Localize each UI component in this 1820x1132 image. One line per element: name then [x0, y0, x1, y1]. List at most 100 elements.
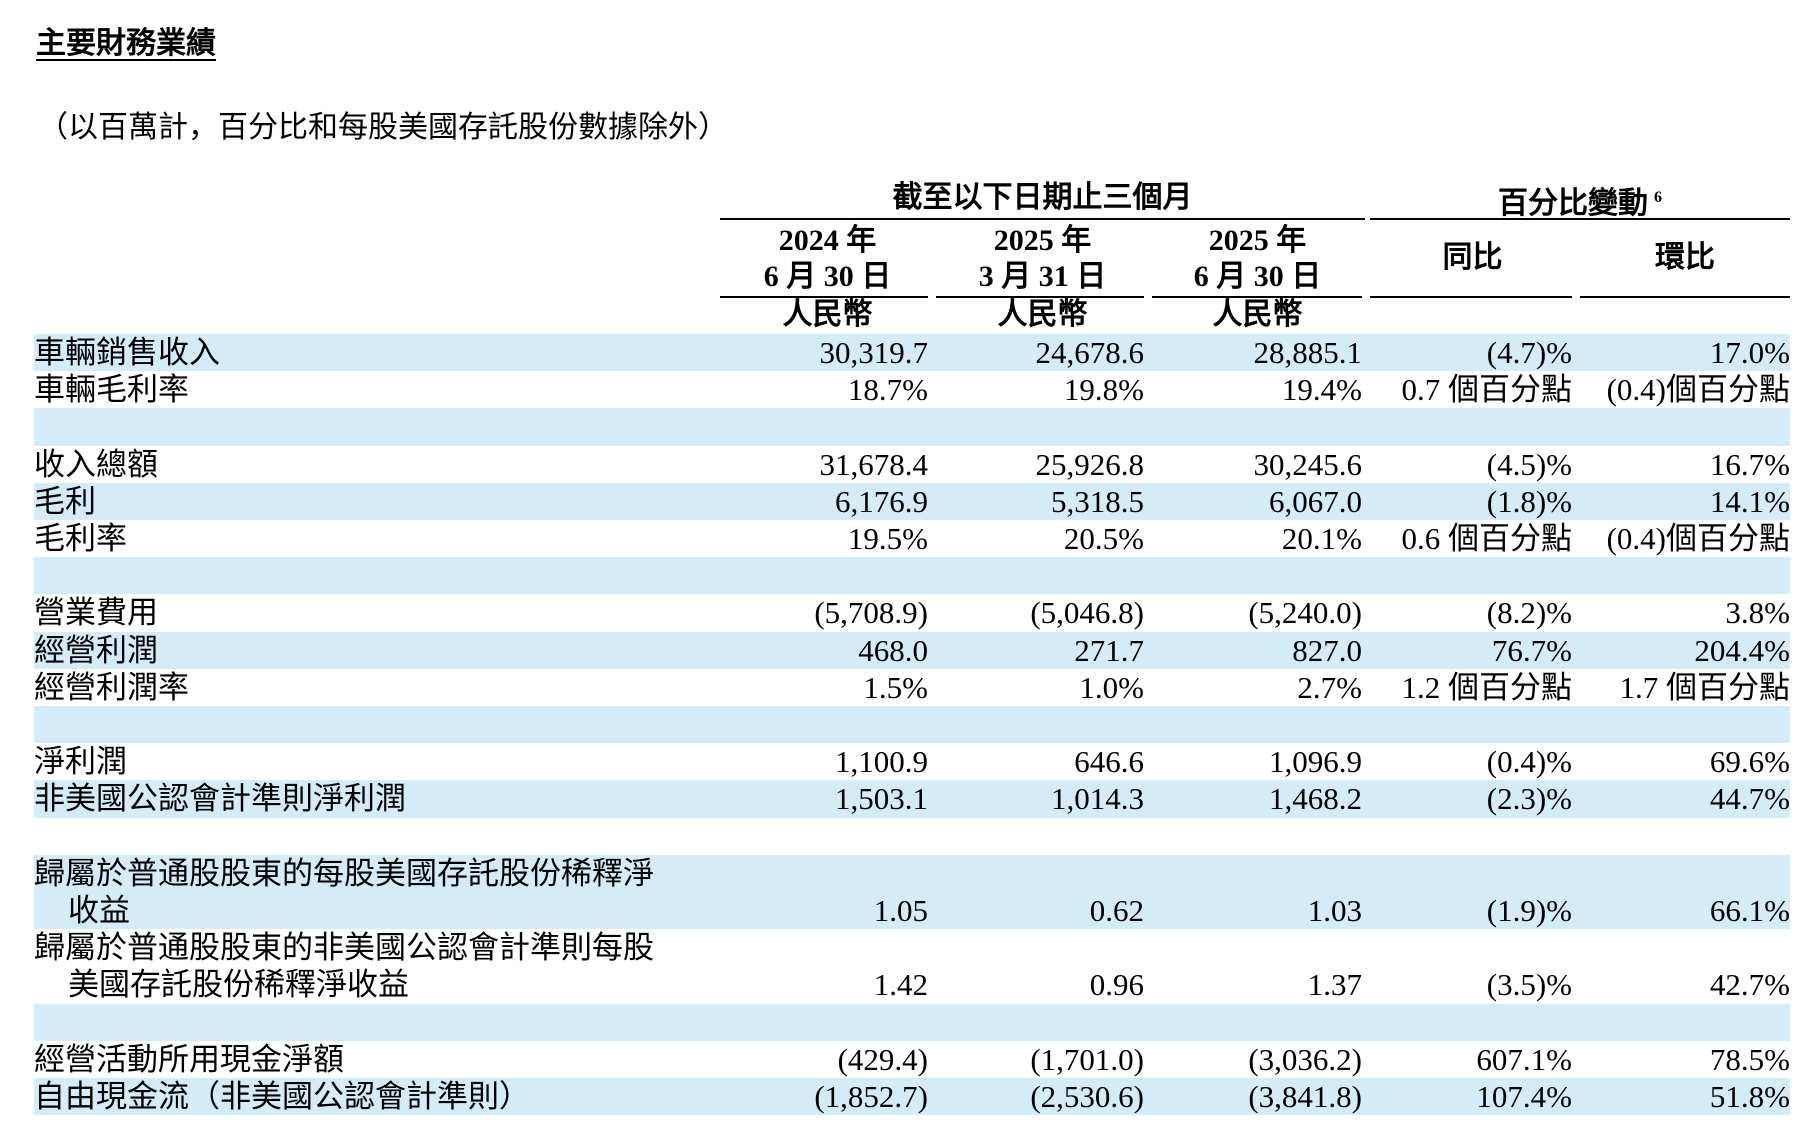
column-header-q2-2025: 2025 年 6 月 30 日	[1150, 223, 1365, 295]
value-q2-2024: 31,678.4	[819, 446, 929, 482]
table-row: 經營利潤率 1.5% 1.0% 2.7% 1.2 個百分點 1.7 個百分點	[34, 669, 1790, 706]
change-group-rule	[1370, 218, 1790, 220]
row-label: 營業費用	[34, 595, 158, 631]
table-row: 毛利 6,176.9 5,318.5 6,067.0 (1.8)% 14.1%	[34, 482, 1790, 520]
column-header-yoy: 同比	[1442, 241, 1503, 274]
row-label: 車輛銷售收入	[34, 335, 220, 370]
column-rule	[1152, 296, 1362, 298]
value-q1-2025: (1,701.0)	[1030, 1041, 1144, 1077]
value-yoy: (1.8)%	[1486, 483, 1572, 519]
value-q1-2025: 271.7	[1074, 632, 1144, 668]
change-group-label: 百分比變動	[1498, 187, 1648, 220]
value-q2-2024: 1.42	[873, 967, 928, 1003]
column-date: 6 月 30 日	[1193, 260, 1322, 293]
value-yoy: 0.6 個百分點	[1401, 521, 1573, 556]
table-row: 非美國公認會計準則淨利潤 1,503.1 1,014.3 1,468.2 (2.3)% 4…	[34, 780, 1790, 818]
column-rule	[1580, 296, 1790, 298]
value-q2-2024: 1,503.1	[835, 781, 928, 817]
table-row: 歸屬於普通股股東的非美國公認會計準則每股 美國存託股份稀釋淨收益 1.42 0.96 1…	[34, 929, 1790, 1003]
value-qoq: 66.1%	[1709, 892, 1790, 928]
value-qoq: 17.0%	[1709, 335, 1790, 370]
column-year: 2025 年	[1208, 224, 1307, 257]
value-yoy: (0.4)%	[1486, 744, 1572, 780]
value-q2-2024: 18.7%	[847, 372, 928, 408]
row-label: 毛利	[34, 483, 96, 519]
spacer-row	[34, 818, 1790, 855]
value-q2-2025: 28,885.1	[1253, 335, 1363, 370]
table-row: 收入總額 31,678.4 25,926.8 30,245.6 (4.5)% 16.7%	[34, 446, 1790, 483]
column-year: 2024 年	[778, 224, 877, 257]
row-label: 歸屬於普通股股東的每股美國存託股份稀釋淨	[34, 855, 654, 891]
value-q2-2025: 1.03	[1307, 892, 1362, 928]
value-q2-2024: 1,100.9	[835, 744, 928, 780]
value-q2-2025: 30,245.6	[1253, 446, 1363, 482]
value-q1-2025: (2,530.6)	[1030, 1079, 1144, 1114]
value-yoy: (2.3)%	[1486, 781, 1572, 817]
value-q2-2025: 20.1%	[1281, 521, 1362, 556]
row-label: 經營利潤	[34, 632, 158, 668]
value-q1-2025: 5,318.5	[1051, 483, 1144, 519]
value-q2-2025: 6,067.0	[1269, 483, 1362, 519]
value-q1-2025: 24,678.6	[1035, 335, 1145, 370]
value-q1-2025: 1,014.3	[1051, 781, 1144, 817]
table-row: 經營利潤 468.0 271.7 827.0 76.7% 204.4%	[34, 631, 1790, 669]
value-q2-2025: (5,240.0)	[1248, 595, 1362, 631]
value-q1-2025: 1.0%	[1079, 669, 1144, 705]
value-q2-2024: 6,176.9	[835, 483, 928, 519]
value-q1-2025: 19.8%	[1063, 372, 1144, 408]
value-qoq: 69.6%	[1709, 744, 1790, 780]
row-label: 非美國公認會計準則淨利潤	[34, 781, 406, 817]
table-row: 車輛銷售收入 30,319.7 24,678.6 28,885.1 (4.7)% 17.0…	[34, 334, 1790, 372]
value-q1-2025: 646.6	[1074, 744, 1144, 780]
footnote-marker: 6	[1654, 189, 1662, 206]
column-date: 6 月 30 日	[763, 260, 892, 293]
value-q2-2024: (429.4)	[837, 1041, 928, 1077]
value-yoy: 0.7 個百分點	[1401, 372, 1573, 408]
currency-label: 人民幣	[1212, 298, 1303, 331]
value-yoy: (4.7)%	[1486, 335, 1572, 370]
column-rule	[720, 296, 928, 298]
value-qoq: 204.4%	[1694, 632, 1790, 668]
table-row: 自由現金流（非美國公認會計準則） (1,852.7) (2,530.6) (3,841…	[34, 1078, 1790, 1116]
page-title: 主要財務業績	[36, 27, 216, 60]
value-qoq: 44.7%	[1709, 781, 1790, 817]
value-q2-2025: (3,841.8)	[1248, 1079, 1362, 1114]
currency-label: 人民幣	[782, 298, 873, 331]
value-qoq: (0.4)個百分點	[1606, 521, 1790, 556]
table-row: 淨利潤 1,100.9 646.6 1,096.9 (0.4)% 69.6%	[34, 743, 1790, 780]
spacer-row	[34, 706, 1790, 744]
row-label: 車輛毛利率	[34, 372, 189, 408]
value-yoy: (8.2)%	[1486, 595, 1572, 631]
value-yoy: 1.2 個百分點	[1401, 669, 1573, 705]
table-row: 歸屬於普通股股東的每股美國存託股份稀釋淨 收益 1.05 0.62 1.03 (1.9)%…	[34, 854, 1790, 930]
value-qoq: 51.8%	[1709, 1079, 1790, 1114]
value-q2-2025: 827.0	[1292, 632, 1362, 668]
table-row: 經營活動所用現金淨額 (429.4) (1,701.0) (3,036.2) 607.1…	[34, 1041, 1790, 1078]
value-q2-2024: 19.5%	[847, 521, 928, 556]
value-q1-2025: (5,046.8)	[1030, 595, 1144, 631]
value-yoy: 607.1%	[1476, 1041, 1572, 1077]
value-yoy: 107.4%	[1476, 1079, 1572, 1114]
table-row: 毛利率 19.5% 20.5% 20.1% 0.6 個百分點 (0.4)個百分點	[34, 520, 1790, 557]
value-q1-2025: 20.5%	[1063, 521, 1144, 556]
spacer-row	[34, 557, 1790, 595]
row-label: 淨利潤	[34, 744, 127, 780]
value-yoy: (4.5)%	[1486, 446, 1572, 482]
period-group-rule	[720, 218, 1365, 220]
row-label: 經營利潤率	[34, 669, 189, 705]
row-label-continued: 美國存託股份稀釋淨收益	[68, 967, 409, 1003]
row-label-continued: 收益	[68, 892, 130, 928]
value-q1-2025: 0.62	[1089, 892, 1144, 928]
value-yoy: (1.9)%	[1486, 892, 1572, 928]
value-q1-2025: 0.96	[1089, 967, 1144, 1003]
column-header-qoq: 環比	[1655, 241, 1715, 274]
value-yoy: (3.5)%	[1486, 967, 1572, 1003]
column-header-q2-2024: 2024 年 6 月 30 日	[720, 223, 935, 295]
value-q2-2025: 1,096.9	[1269, 744, 1362, 780]
currency-label: 人民幣	[997, 298, 1088, 331]
value-qoq: 78.5%	[1709, 1041, 1790, 1077]
value-qoq: 16.7%	[1709, 446, 1790, 482]
value-yoy: 76.7%	[1491, 632, 1572, 668]
value-q2-2025: 1,468.2	[1269, 781, 1362, 817]
row-label: 收入總額	[34, 446, 158, 482]
